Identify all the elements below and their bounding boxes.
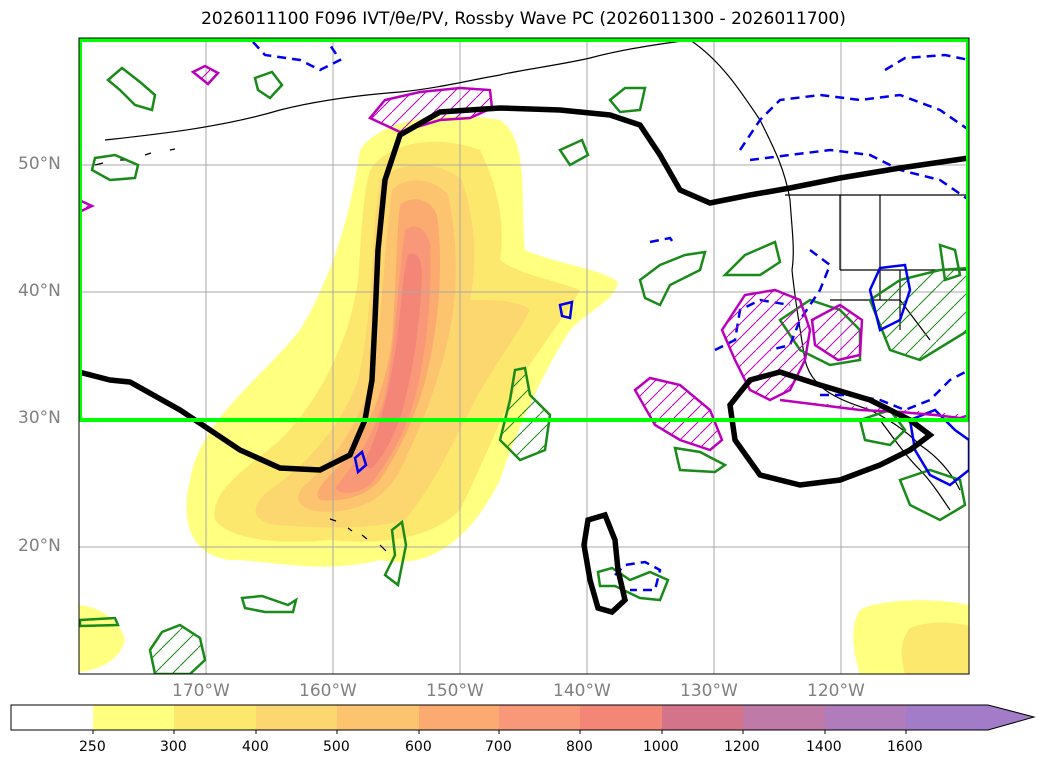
blue-dashed-contour-9 — [649, 236, 677, 246]
lon-label-140w: 140°W — [553, 681, 611, 701]
colorbar-cell-8 — [662, 705, 743, 730]
magenta-contour-6 — [190, 64, 221, 86]
colorbar-label-250: 250 — [79, 739, 106, 755]
green-contour-9 — [383, 519, 408, 588]
magenta-contour-2 — [633, 376, 724, 452]
pc-contour-main — [79, 105, 969, 473]
colorbar-cell-4 — [337, 705, 419, 730]
pc-contour-south — [727, 369, 935, 488]
blue-contour-3 — [868, 263, 912, 332]
state-borders — [830, 195, 969, 341]
green-contours — [79, 66, 969, 674]
colorbar-label-1400: 1400 — [806, 739, 842, 755]
lon-label-120w: 120°W — [807, 681, 865, 701]
colorbar-label-300: 300 — [160, 739, 187, 755]
blue-dashed-contour-3 — [738, 93, 969, 151]
ivt-300-region-southeast — [901, 622, 969, 674]
blue-contour-1 — [353, 449, 368, 475]
lon-label-170w: 170°W — [172, 681, 230, 701]
colorbar-label-1600: 1600 — [887, 739, 923, 755]
pc-contour-loop — [581, 511, 629, 616]
colorbar-label-500: 500 — [323, 739, 350, 755]
colorbar-cell-1 — [93, 705, 174, 730]
green-contour-19 — [79, 616, 120, 628]
blue-dashed-contour-2 — [884, 53, 969, 72]
green-contour-17 — [938, 243, 962, 282]
blue-dashed-contour-4 — [749, 148, 969, 202]
lon-label-150w: 150°W — [426, 681, 484, 701]
blue-contour-2 — [558, 300, 574, 320]
blue-dashed-contour-1 — [252, 41, 342, 72]
colorbar-label-400: 400 — [242, 739, 269, 755]
green-contour-8 — [498, 366, 552, 462]
colorbar-cell-10 — [825, 705, 906, 730]
ivt-250-region-southwest — [79, 605, 125, 672]
green-contour-1 — [106, 66, 157, 112]
colorbar-cell-9 — [743, 705, 825, 730]
green-contour-4 — [608, 86, 647, 114]
alaska-coast — [104, 39, 691, 141]
blue-dashed-contour-8 — [614, 560, 662, 592]
colorbar-extend-arrow — [906, 705, 1034, 730]
region-highlight-box — [79, 38, 969, 422]
colorbar-cell-6 — [499, 705, 580, 730]
magenta-contour-3 — [720, 288, 812, 402]
colorbar-cell-0 — [11, 705, 93, 730]
ivt-800-region — [365, 253, 422, 469]
colorbar-label-1200: 1200 — [724, 739, 760, 755]
blue-dashed-contour-5 — [769, 249, 832, 352]
baja-coast — [879, 419, 951, 511]
green-contour-11 — [148, 623, 207, 674]
colorbar-label-700: 700 — [485, 739, 512, 755]
green-contour-5 — [558, 138, 590, 167]
colorbar-label-600: 600 — [405, 739, 432, 755]
ivt-shading — [79, 116, 969, 674]
colorbar-cell-3 — [256, 705, 337, 730]
green-contour-6 — [638, 250, 707, 307]
colorbar-cell-2 — [174, 705, 256, 730]
magenta-contour-5 — [810, 303, 864, 362]
colorbar — [10, 704, 1036, 734]
hawaii-islands — [329, 518, 387, 552]
magenta-contour-7 — [79, 198, 95, 214]
map-frame — [78, 37, 970, 675]
lat-label-20n: 20°N — [18, 536, 61, 556]
lat-label-40n: 40°N — [18, 281, 61, 301]
colorbar-cell-5 — [419, 705, 499, 730]
colorbar-label-1000: 1000 — [643, 739, 679, 755]
colorbar-label-800: 800 — [566, 739, 593, 755]
map-title: 2026011100 F096 IVT/θe/PV, Rossby Wave P… — [201, 9, 846, 29]
green-contour-16 — [898, 468, 967, 522]
lon-label-130w: 130°W — [680, 681, 738, 701]
green-contour-2 — [90, 153, 140, 182]
green-contour-13 — [673, 446, 728, 474]
rossby-pc-contours — [79, 105, 969, 616]
lat-label-30n: 30°N — [18, 408, 61, 428]
lon-label-160w: 160°W — [299, 681, 357, 701]
lat-label-50n: 50°N — [18, 154, 61, 174]
colorbar-cell-7 — [580, 705, 662, 730]
green-contour-10 — [240, 594, 298, 614]
colorbar-outline — [10, 704, 1036, 731]
green-contour-3 — [253, 70, 284, 100]
aleutian-islands — [94, 148, 176, 166]
green-contour-7 — [721, 240, 782, 277]
green-contour-14 — [868, 266, 969, 362]
